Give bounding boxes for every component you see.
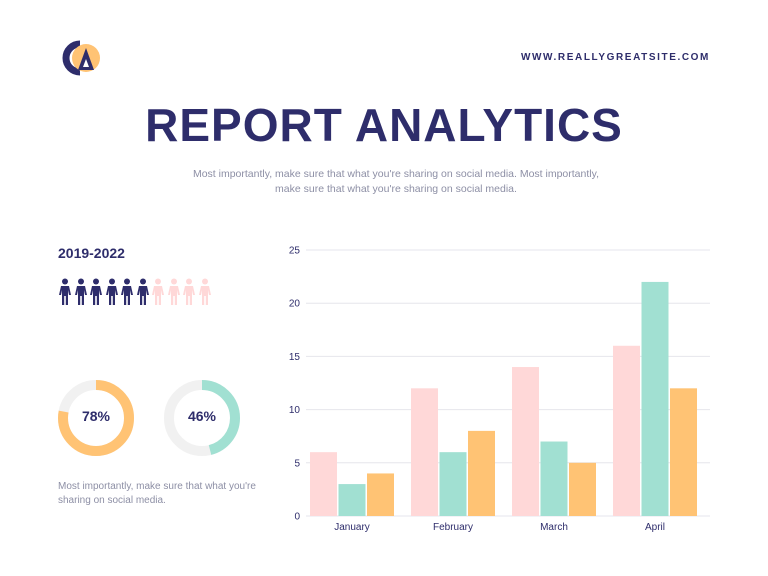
donut-chart-78	[58, 380, 134, 456]
page-subtitle: Most importantly, make sure that what yo…	[192, 168, 600, 195]
page-title: REPORT ANALYTICS	[145, 99, 623, 151]
bar	[569, 462, 596, 516]
bar	[439, 452, 467, 516]
bar	[641, 281, 669, 516]
bar	[670, 388, 697, 516]
x-tick-label: January	[334, 522, 370, 533]
bar	[540, 441, 568, 516]
person-icon	[136, 278, 149, 305]
stats-caption: Most importantly, make sure that what yo…	[58, 481, 256, 506]
x-tick-label: February	[433, 522, 473, 533]
x-tick-label: March	[540, 522, 568, 533]
website-link[interactable]: WWW.REALLYGREATSITE.COM	[520, 52, 710, 63]
brand-logo-icon	[62, 40, 100, 76]
person-icon	[198, 278, 211, 305]
bar	[512, 367, 539, 516]
y-tick-label: 15	[289, 352, 301, 363]
y-tick-label: 25	[289, 246, 301, 257]
donut-chart-46	[164, 380, 240, 456]
person-icon	[183, 278, 195, 305]
bar	[338, 484, 366, 516]
donut-label: 46%	[187, 408, 217, 424]
bar	[367, 473, 394, 516]
bar-chart: 0 5 10 15 20 25 January February March April	[289, 246, 710, 533]
y-tick-label: 10	[289, 405, 301, 416]
bar	[468, 430, 495, 516]
person-icon	[167, 278, 180, 305]
person-icon	[74, 278, 87, 305]
y-tick-label: 5	[294, 458, 300, 469]
person-icon	[121, 278, 133, 305]
x-tick-label: April	[645, 522, 665, 533]
donut-arc	[164, 380, 240, 456]
years-label: 2019-2022	[58, 245, 125, 261]
bar	[613, 345, 640, 516]
person-icon	[152, 278, 164, 305]
donut-label: 78%	[81, 408, 111, 424]
bar	[310, 452, 337, 516]
y-tick-label: 20	[289, 299, 301, 310]
person-icon	[105, 278, 118, 305]
bar	[411, 388, 438, 516]
person-icon	[90, 278, 102, 305]
person-icon	[59, 278, 71, 305]
y-tick-label: 0	[294, 512, 300, 523]
donut-arc	[58, 380, 134, 456]
